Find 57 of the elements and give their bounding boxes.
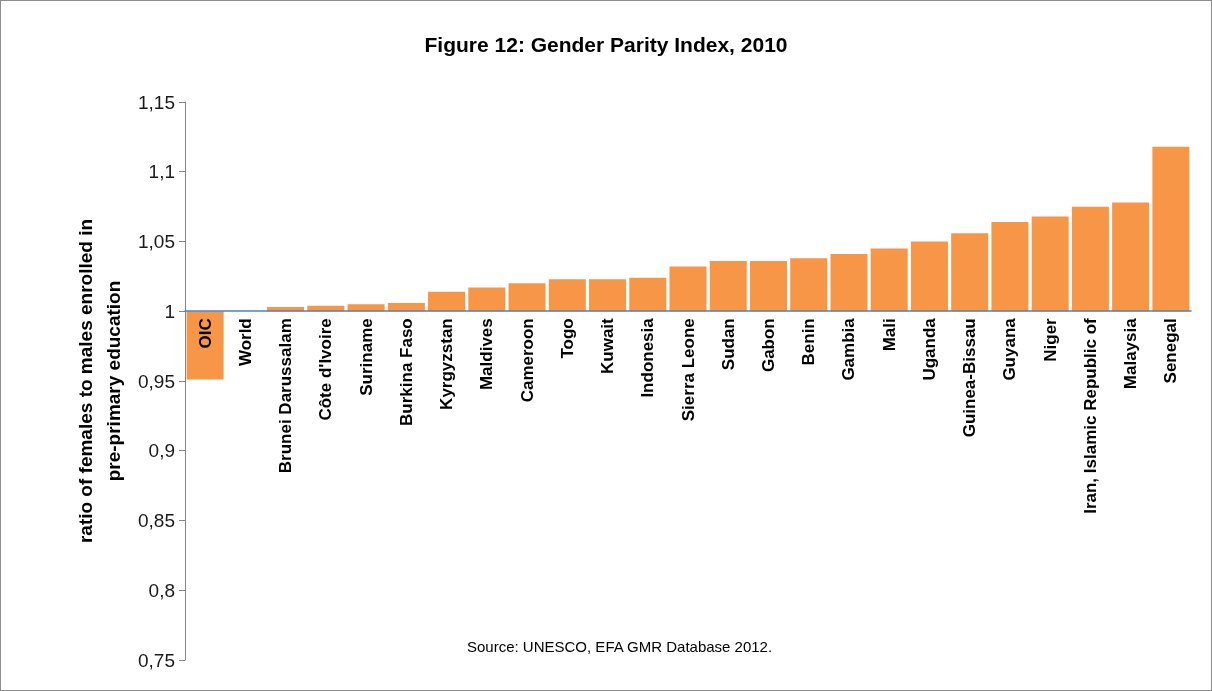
bar [910,241,948,312]
x-tick-label: Kuwait [598,317,618,374]
bar [1031,216,1069,312]
x-tick-label: OIC [195,318,215,349]
bar [629,277,667,312]
x-tick-label: Mali [879,318,899,352]
bar [1152,146,1190,312]
x-tick-label: Niger [1040,317,1060,362]
x-tick-label: World [235,318,255,367]
y-axis-title: ratio of females to males enrolled in pre-primary education [74,218,124,544]
x-tick-label: Gambia [839,317,859,381]
bar [951,233,989,312]
bar [186,311,224,380]
x-tick-label: Iran, Islamic Republic of [1080,317,1100,514]
chart-title: Figure 12: Gender Parity Index, 2010 [424,33,788,56]
x-tick-label: Sudan [718,318,738,371]
x-tick-label: Brunei Darussalam [276,318,296,474]
x-tick-label: Uganda [919,317,939,381]
bar [428,291,466,312]
x-tick-label: Indonesia [638,317,658,398]
x-tick-label: Burkina Faso [396,318,416,426]
bar [589,279,627,312]
x-tick-label: Guinea-Bissau [960,318,980,438]
x-tick-label: Suriname [356,318,376,396]
bar [991,221,1029,312]
x-tick-label: Maldives [477,318,497,391]
bar [1071,206,1109,312]
bar [468,287,506,312]
bar [749,261,787,312]
bar [1112,202,1150,312]
y-tick-label: 1 [164,300,175,322]
x-tick-label: Côte d'Ivoire [316,318,336,421]
x-tick-label: Gabon [758,318,778,373]
x-tick-label: Sierra Leone [678,318,698,422]
y-tick-label: 1,15 [138,91,175,113]
x-tick-label: Togo [557,318,577,359]
y-tick-label: 0,8 [148,579,175,601]
bar [830,254,868,312]
y-tick-label: 1,1 [148,161,175,183]
x-tick-label: Cameroon [517,318,537,403]
y-tick-label: 0,9 [148,440,175,462]
y-tick-label: 0,85 [138,510,175,531]
bar [548,279,586,312]
annotation: Source: UNESCO, EFA GMR Database 2012. [467,638,773,655]
x-tick-label: Senegal [1161,318,1181,384]
x-tick-label: Kyrgyzstan [437,318,457,410]
y-tick-label: 1,05 [138,231,175,252]
y-tick-label: 0,95 [138,370,175,392]
bar [709,261,747,312]
x-tick-label: Malaysia [1121,317,1141,390]
bar [790,258,828,312]
y-tick-label: 0,75 [138,649,175,671]
bar [669,266,707,312]
x-tick-label: Guyana [1000,317,1020,381]
bar [508,283,546,312]
x-tick-label: Benin [799,318,819,366]
bar [870,248,908,312]
